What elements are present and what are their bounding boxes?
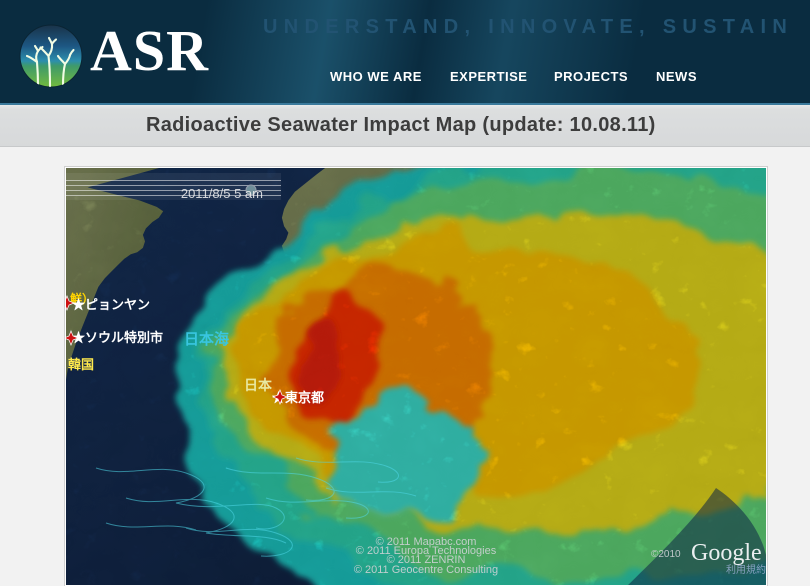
svg-text:Google: Google (691, 540, 762, 566)
svg-text:★ピョンヤン: ★ピョンヤン (72, 297, 150, 312)
svg-text:2011/8/5 5 am: 2011/8/5 5 am (181, 186, 263, 201)
svg-text:★ソウル特別市: ★ソウル特別市 (72, 330, 163, 345)
svg-text:日本海: 日本海 (184, 330, 229, 348)
svg-text:日本: 日本 (244, 377, 273, 393)
svg-text:韓国: 韓国 (68, 357, 94, 372)
svg-text:利用規約: 利用規約 (726, 563, 766, 576)
svg-text:©2010: ©2010 (651, 549, 681, 560)
svg-text:© 2011 Geocentre Consulting: © 2011 Geocentre Consulting (354, 564, 498, 576)
